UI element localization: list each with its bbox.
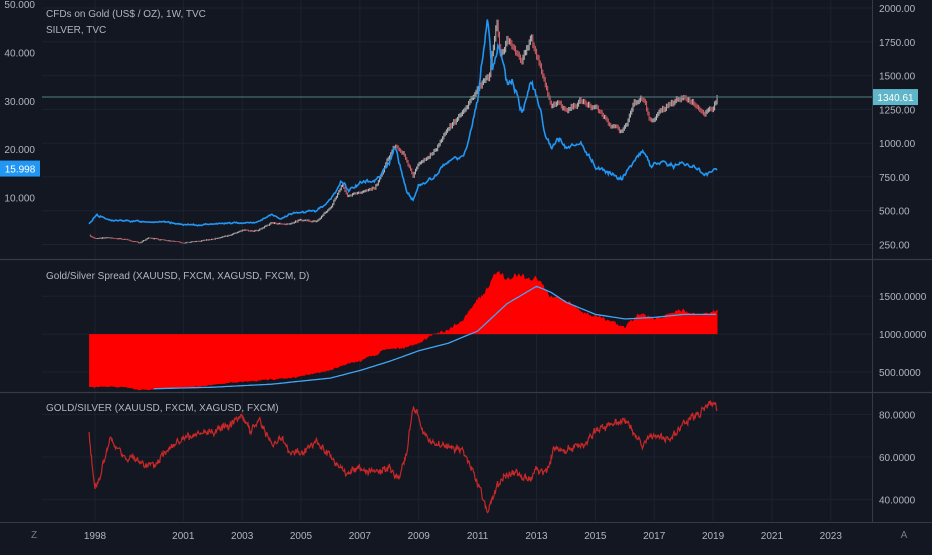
ratio-panel[interactable] [88, 399, 718, 514]
right-y-tick-label: 2000.00 [879, 4, 916, 15]
x-tick-label: 2011 [467, 531, 489, 542]
right-y-tick-label: 1750.00 [879, 38, 916, 49]
auto-scale-toggle[interactable]: A [901, 530, 908, 541]
gold-silver-ratio-line[interactable] [88, 399, 718, 514]
x-tick-label: 2023 [820, 531, 843, 542]
gold-legend[interactable]: CFDs on Gold (US$ / OZ), 1W, TVC [46, 9, 206, 20]
left-y-tick-label: 50.000 [4, 0, 35, 11]
spread-y-tick-label: 500.0000 [879, 368, 921, 379]
spread-area[interactable] [89, 270, 718, 391]
timezone-toggle[interactable]: Z [31, 530, 37, 541]
silver-last-price-label: 15.998 [5, 165, 36, 176]
right-y-tick-label: 1000.00 [879, 139, 916, 150]
spread-y-tick-label: 1500.0000 [879, 292, 927, 303]
price-panel[interactable] [42, 19, 872, 244]
right-y-tick-label: 500.00 [879, 207, 910, 218]
spread-moving-average-line[interactable] [153, 285, 716, 390]
spread-y-tick-label: 1000.0000 [879, 330, 927, 341]
grid [42, 0, 872, 521]
ratio-y-tick-label: 60.0000 [879, 453, 916, 464]
x-tick-label: 2007 [349, 531, 372, 542]
x-tick-label: 2015 [584, 531, 607, 542]
ratio-legend[interactable]: GOLD/SILVER (XAUUSD, FXCM, XAGUSD, FXCM) [46, 403, 279, 414]
silver-last-price-badge [0, 160, 40, 177]
x-tick-label: 2021 [761, 531, 784, 542]
x-tick-label: 2017 [643, 531, 666, 542]
x-tick-label: 2013 [525, 531, 548, 542]
ratio-y-tick-label: 80.0000 [879, 410, 916, 421]
x-tick-label: 1998 [84, 531, 107, 542]
axes: 1998 2001 2003 2005 2007 2009 2011 2013 2015 2017… [0, 0, 932, 542]
right-y-tick-label: 750.00 [879, 173, 910, 184]
x-tick-label: 2005 [290, 531, 313, 542]
spread-panel[interactable] [89, 270, 718, 391]
x-tick-label: 2001 [172, 531, 195, 542]
left-y-tick-label: 40.000 [4, 48, 35, 59]
left-y-tick-label: 20.000 [4, 145, 35, 156]
gold-last-price-badge [873, 89, 918, 106]
x-tick-label: 2009 [408, 531, 431, 542]
left-y-tick-label: 30.000 [4, 97, 35, 108]
right-y-tick-label: 250.00 [879, 240, 910, 251]
right-y-tick-label: 1500.00 [879, 72, 916, 83]
ratio-y-tick-label: 40.0000 [879, 496, 916, 507]
right-y-tick-label: 1250.00 [879, 105, 916, 116]
left-y-tick-label: 10.000 [4, 194, 35, 205]
silver-legend[interactable]: SILVER, TVC [46, 25, 106, 36]
x-tick-label: 2019 [702, 531, 725, 542]
x-tick-label: 2003 [231, 531, 254, 542]
spread-legend[interactable]: Gold/Silver Spread (XAUUSD, FXCM, XAGUSD… [46, 271, 309, 282]
silver-price-line[interactable] [88, 19, 718, 227]
gold-last-price-label: 1340.61 [877, 93, 914, 104]
